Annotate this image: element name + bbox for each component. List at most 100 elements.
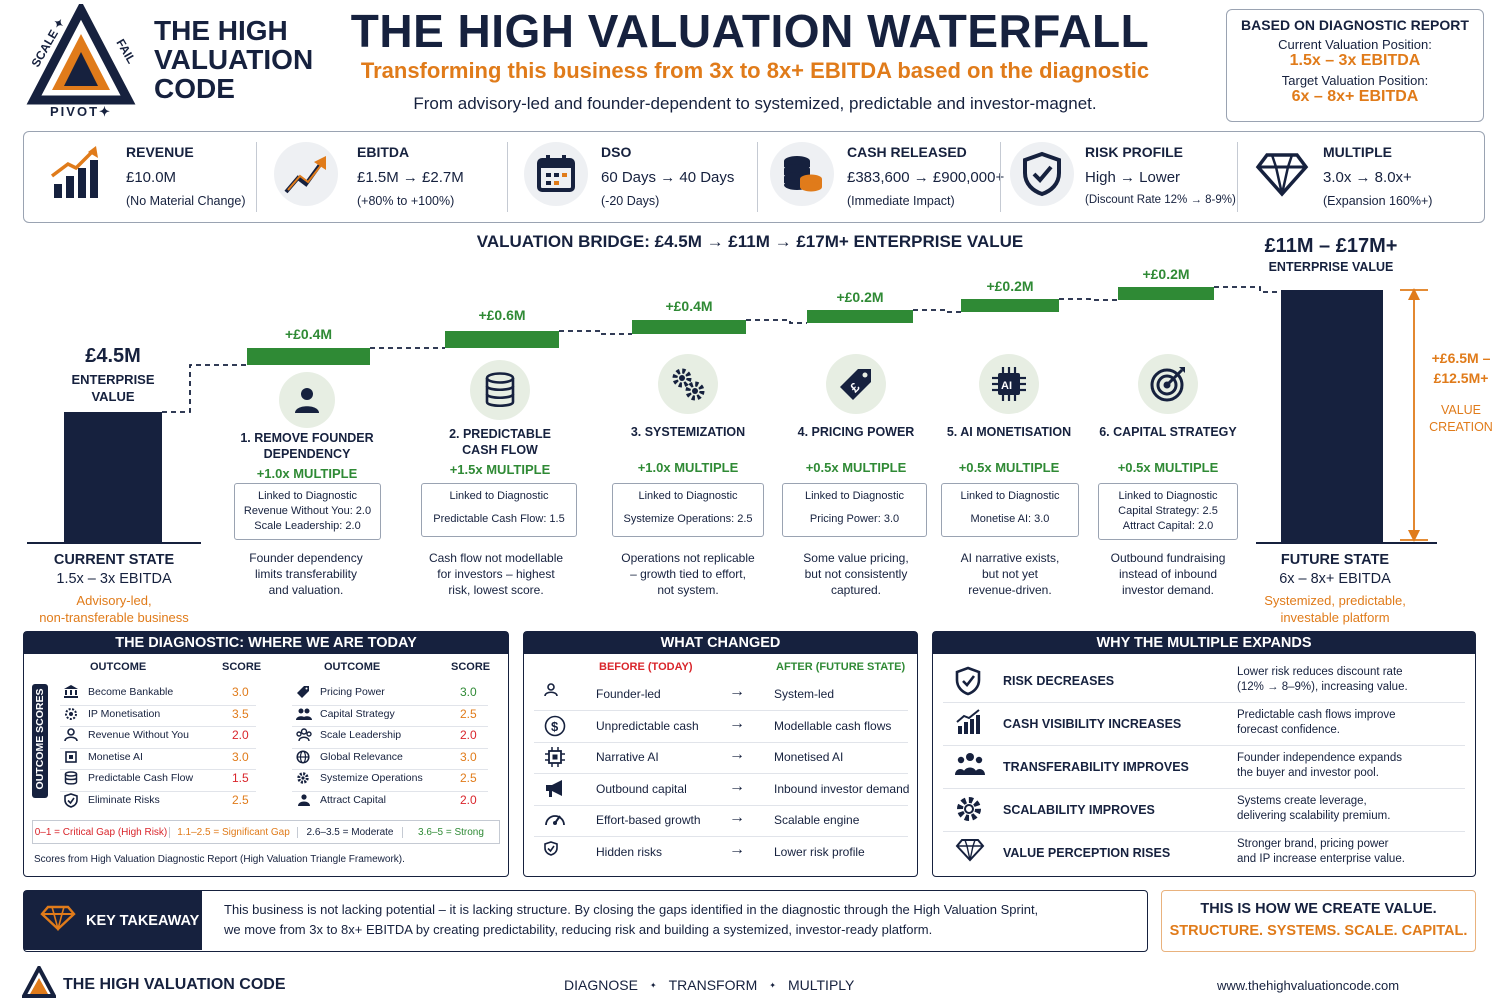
step-delta: +£0.2M: [986, 278, 1034, 294]
row-divider: [60, 769, 256, 770]
desc-line: AI narrative exists,: [960, 551, 1060, 565]
motto-item: MULTIPLY: [787, 977, 855, 993]
kpi-value: £383,600 → £900,000+: [847, 169, 1005, 186]
diag-outcome-name: Monetise AI: [88, 750, 143, 763]
desc-line: investor demand.: [1121, 583, 1215, 597]
why-multiple-panel: WHY THE MULTIPLE EXPANDS RISK DECREASES L…: [932, 631, 1476, 877]
footer-logo-icon: [20, 963, 58, 1003]
diag-globe-icon: [296, 749, 310, 769]
why-desc: Systems create leverage,: [1237, 795, 1367, 807]
connector-line: [746, 319, 807, 324]
legend-item: 1.1–2.5 = Significant Gap: [170, 826, 298, 838]
diagnostic-report-box: BASED ON DIAGNOSTIC REPORT Current Valua…: [1226, 9, 1484, 122]
kpi-value: £1.5M → £2.7M: [357, 169, 464, 186]
step-title: DEPENDENCY: [263, 447, 351, 461]
takeaway-label-block: KEY TAKEAWAY: [24, 891, 202, 950]
future-state-desc: investable platform: [1280, 610, 1390, 625]
diag-outcome-name: Revenue Without You: [88, 729, 189, 741]
arrow-right-icon: →: [729, 840, 745, 858]
diag-outcome-name: Eliminate Risks: [88, 793, 160, 806]
change-chip-icon: [544, 746, 566, 773]
diag-outcome-name: Pricing Power: [320, 686, 385, 698]
kpi-bar: REVENUE £10.0M (No Material Change) EBIT…: [23, 131, 1485, 223]
kpi-divider: [757, 142, 758, 212]
report-current-value: 1.5x – 3x EBITDA: [1289, 52, 1421, 69]
why-title: TRANSFERABILITY IMPROVES: [1003, 760, 1189, 774]
step-description: Operations not replicable – growth tied …: [597, 550, 779, 598]
diag-item: Revenue Without You: 2.0: [243, 505, 372, 517]
cta-line: STRUCTURE. SYSTEMS. SCALE. CAPITAL.: [1169, 923, 1468, 939]
diag-outcome-name: Become Bankable: [88, 686, 174, 698]
step-diagnostic-box: Linked to Diagnostic Pricing Power: 3.0: [782, 483, 927, 537]
diag-score: 2.0: [232, 728, 249, 742]
diag-head: Linked to Diagnostic: [804, 490, 905, 502]
step-3: 3. SYSTEMIZATION +1.0x MULTIPLE: [607, 354, 769, 475]
uplift-value: £12.5M+: [1433, 370, 1489, 386]
page-subtitle: Transforming this business from 3x to 8x…: [360, 58, 1150, 83]
report-heading: BASED ON DIAGNOSTIC REPORT: [1241, 17, 1469, 33]
arrow-right-icon: →: [729, 777, 745, 795]
outcome-scores-tab: OUTCOME SCORES: [32, 684, 48, 798]
step-4: £ 4. PRICING POWER +0.5x MULTIPLE: [775, 354, 937, 475]
change-after: System-led: [774, 687, 835, 701]
why-title: VALUE PERCEPTION RISES: [1003, 846, 1171, 860]
diag-outcome-name: IP Monetisation: [88, 707, 161, 720]
kpi-title: DSO: [601, 144, 632, 160]
why-title: CASH VISIBILITY INCREASES: [1003, 717, 1182, 731]
step-bar-5: [961, 299, 1059, 312]
arrow-right-icon: →: [729, 809, 745, 826]
diag-score: 3.0: [232, 749, 249, 764]
desc-line: but not consistently: [804, 567, 908, 581]
bullet-icon: ✦: [649, 980, 657, 990]
footer-url[interactable]: www.thehighvaluationcode.com: [1217, 978, 1400, 993]
diag-score: 2.0: [460, 728, 477, 742]
step-bar-4: [807, 310, 913, 323]
arrow-down-icon: [1408, 530, 1420, 542]
diamond-icon: [955, 838, 985, 867]
current-state-range: 1.5x – 3x EBITDA: [56, 571, 172, 587]
arrow-right-icon: →: [729, 683, 745, 700]
kpi-note: (-20 Days): [601, 194, 660, 208]
diag-head: Linked to Diagnostic: [960, 490, 1060, 502]
step-title: 1. REMOVE FOUNDER: [240, 431, 374, 445]
diag-item: Pricing Power: 3.0: [809, 513, 900, 525]
diag-outcome-name: Attract Capital: [320, 793, 386, 806]
step-title: 3. SYSTEMIZATION: [630, 425, 746, 439]
row-divider: [534, 836, 908, 837]
step-title: 4. PRICING POWER: [797, 425, 915, 439]
diag-ai-icon: [64, 750, 78, 769]
diag-team-icon: [296, 728, 312, 747]
kpi-value: High → Lower: [1085, 169, 1181, 186]
footer-motto: DIAGNOSE ✦ TRANSFORM ✦ MULTIPLY: [564, 977, 854, 993]
bullet-icon: ✦: [769, 980, 776, 990]
why-desc: the buyer and investor pool.: [1237, 767, 1379, 779]
motto-item: DIAGNOSE: [564, 977, 638, 993]
step-diagnostic-box: Linked to Diagnostic Monetise AI: 3.0: [941, 483, 1079, 537]
why-desc: Founder independence expands: [1237, 752, 1402, 764]
row-divider: [534, 710, 908, 711]
kpi-note: (Discount Rate 12% → 8-9%): [1085, 194, 1236, 206]
step-multiple: +0.5x MULTIPLE: [805, 460, 907, 475]
after-header: AFTER (FUTURE STATE): [776, 661, 906, 673]
svg-text:PIVOT✦: PIVOT✦: [50, 104, 112, 119]
arrow-right-icon: →: [729, 714, 745, 732]
kpi-note: (+80% to +100%): [357, 194, 455, 208]
step-bar-6: [1118, 287, 1214, 300]
legend-item: 0–1 = Critical Gap (High Risk): [33, 826, 170, 838]
chart-icon: [955, 709, 983, 740]
desc-line: Cash flow not modellable: [428, 551, 564, 565]
change-after: Modellable cash flows: [774, 718, 892, 733]
change-dollar-icon: $: [544, 715, 566, 742]
step-description: Outbound fundraising instead of inbound …: [1077, 550, 1259, 598]
desc-line: – growth tied to effort,: [630, 567, 746, 581]
diag-score: 3.0: [460, 685, 477, 699]
step-multiple: +0.5x MULTIPLE: [958, 460, 1060, 475]
legend-item: 2.6–3.5 = Moderate: [298, 826, 403, 838]
diamond-icon: [40, 905, 76, 936]
step-delta: +£0.4M: [665, 298, 713, 314]
step-bar-2: [445, 331, 559, 348]
diag-score: 1.5: [232, 771, 249, 785]
desc-line: Founder dependency: [249, 551, 363, 565]
diag-head: Linked to Diagnostic: [449, 490, 549, 502]
change-before: Founder-led: [596, 687, 661, 701]
